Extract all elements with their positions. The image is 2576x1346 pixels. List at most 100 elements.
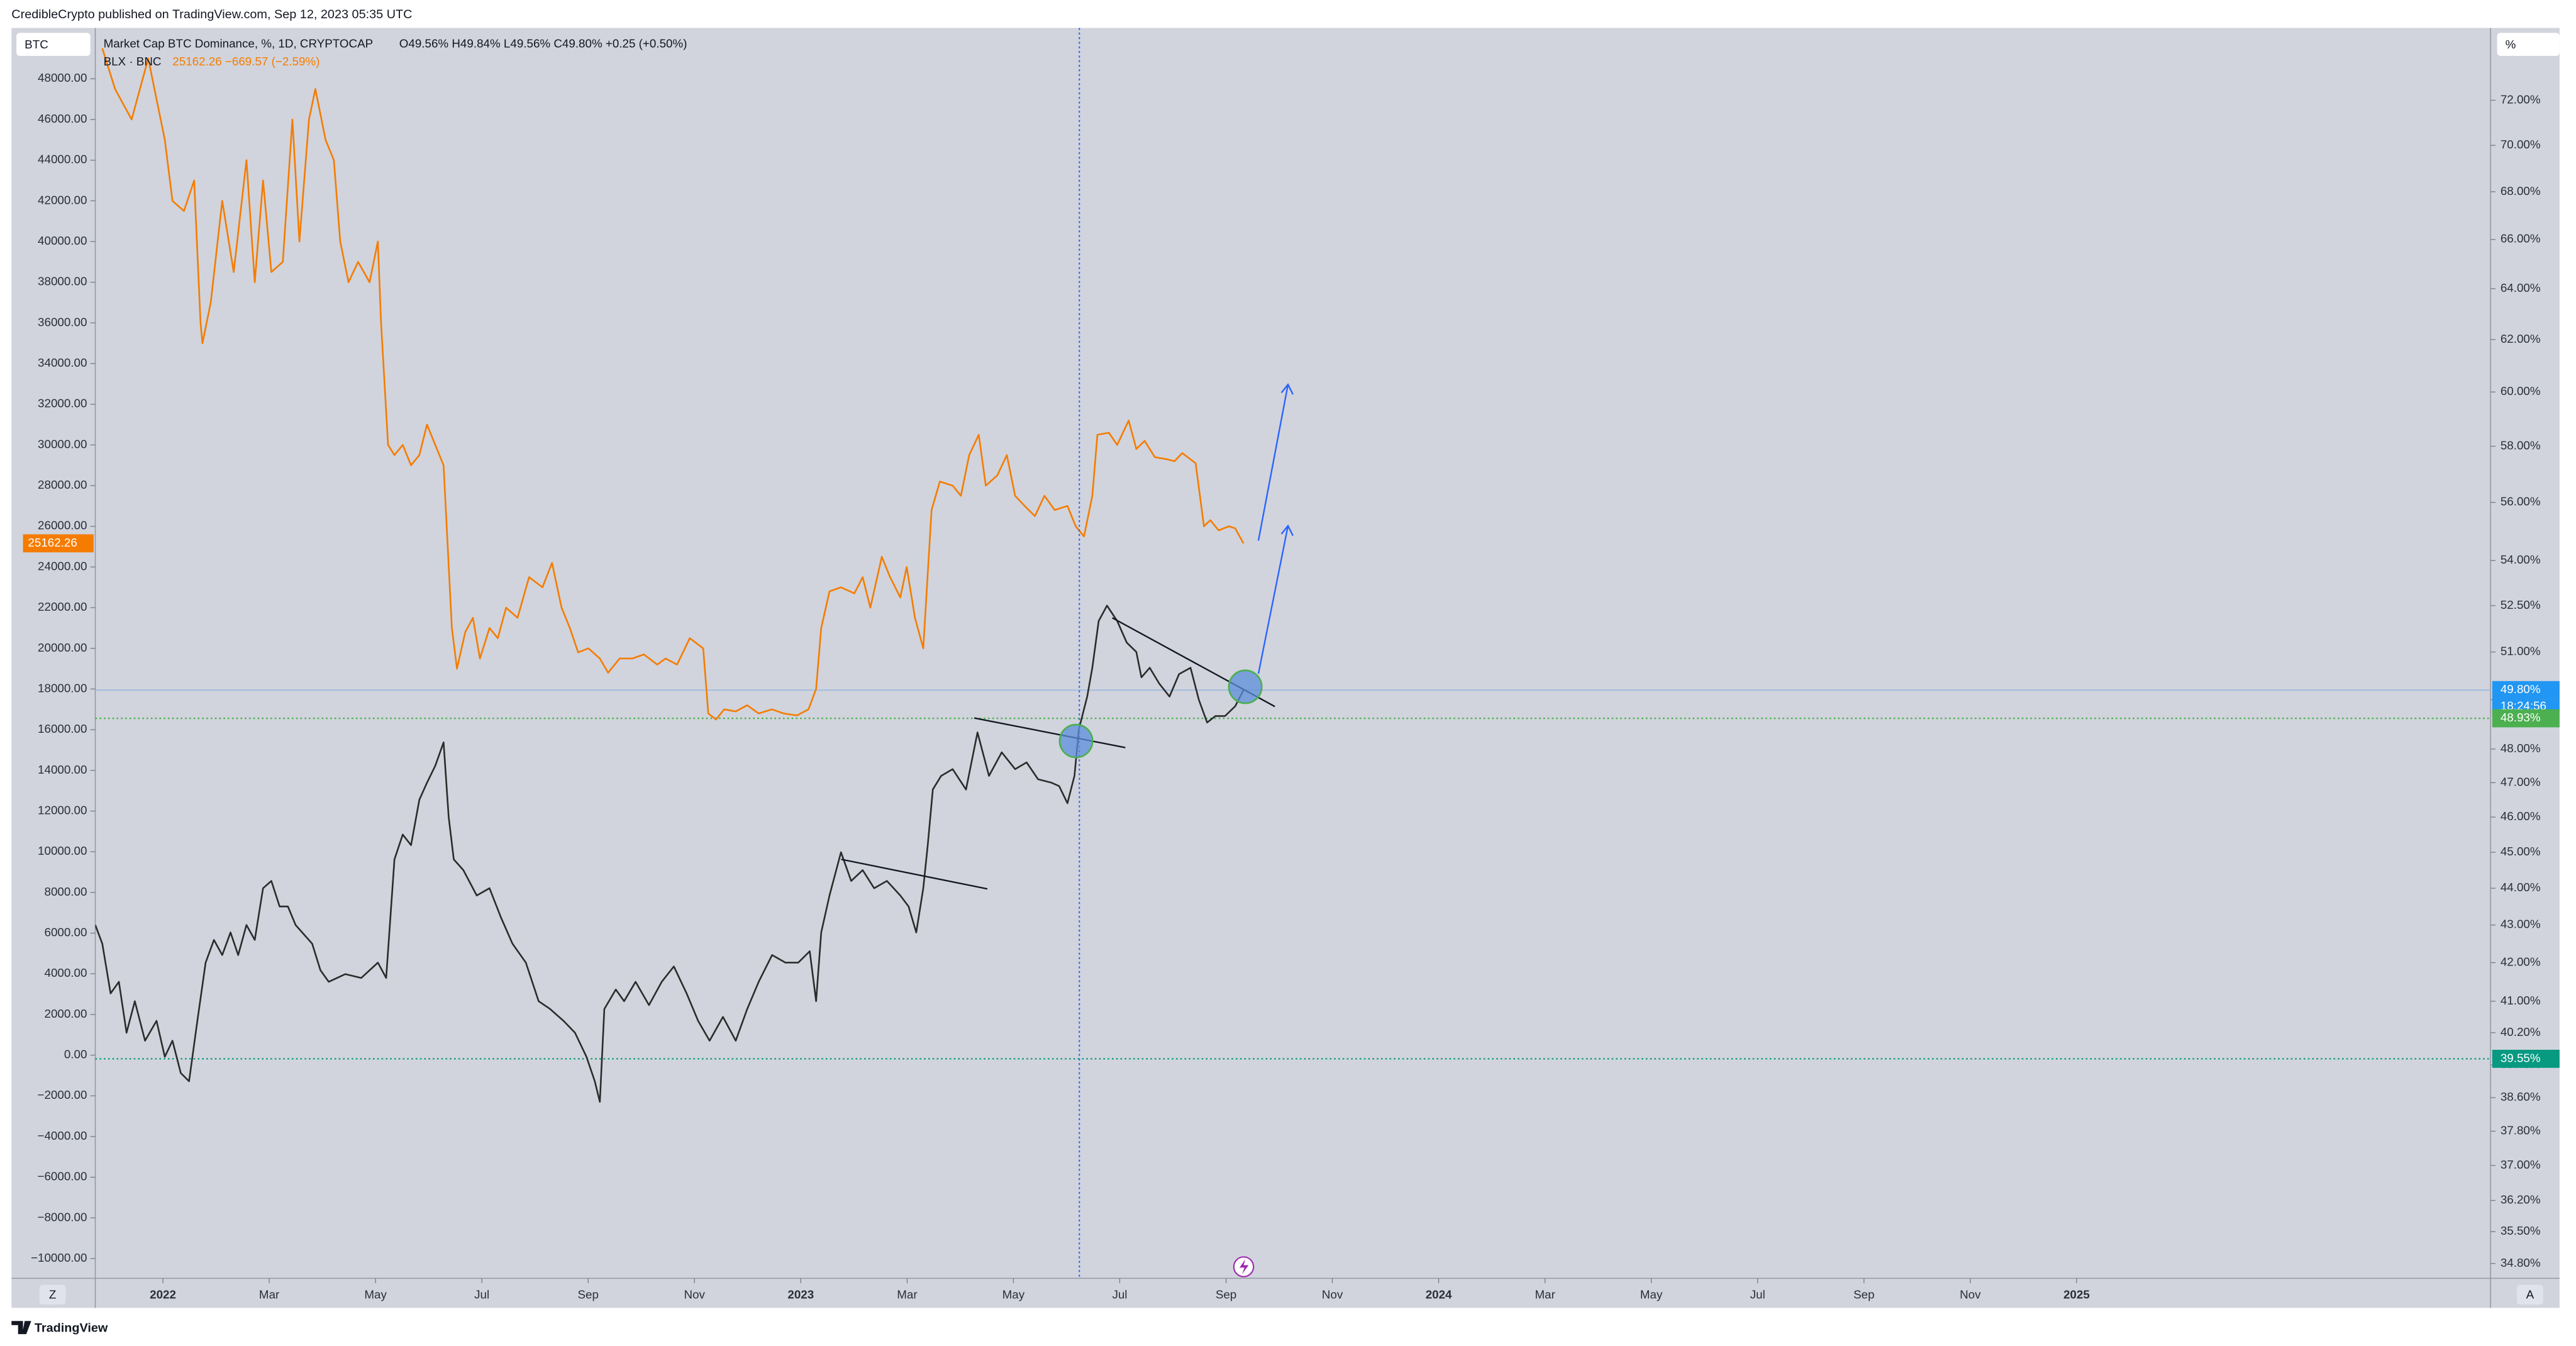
y2-tick-label: 54.00% — [2501, 553, 2541, 566]
y-tick-label: −2000.00 — [38, 1088, 87, 1101]
y-tick-label: 36000.00 — [38, 315, 87, 328]
trend-line — [841, 859, 988, 890]
scale-mode-box[interactable] — [2497, 33, 2560, 56]
y-tick-label: 10000.00 — [38, 844, 87, 857]
event-bolt — [1239, 1259, 1249, 1274]
y-tick-label: 16000.00 — [38, 722, 87, 735]
legend-values: O49.56% H49.84% L49.56% C49.80% +0.25 (+… — [399, 37, 687, 50]
scale-mode-label[interactable]: % — [2506, 38, 2516, 51]
y-tick-label: 22000.00 — [38, 600, 87, 613]
y-tick-label: 44000.00 — [38, 153, 87, 166]
y-tick-label: 20000.00 — [38, 641, 87, 654]
auto-scale-button[interactable] — [2516, 1284, 2543, 1305]
zoom-button-label[interactable]: Z — [49, 1288, 56, 1301]
y2-tick-label: 43.00% — [2501, 918, 2541, 931]
y2-tick-label: 48.00% — [2501, 742, 2541, 755]
y-tick-label: 4000.00 — [44, 966, 87, 979]
y-tick-label: 8000.00 — [44, 885, 87, 898]
y2-tick-label: 45.00% — [2501, 845, 2541, 858]
price-label-box — [23, 534, 94, 553]
y-tick-label: −10000.00 — [31, 1251, 87, 1264]
legend-series-name: BLX · BNC — [104, 55, 162, 68]
y2-tick-label: 56.00% — [2501, 495, 2541, 508]
legend-values: 25162.26 −669.57 (−2.59%) — [172, 55, 319, 68]
x-tick-label: Mar — [259, 1288, 279, 1301]
projection-arrow — [1257, 384, 1289, 541]
y-tick-label: −6000.00 — [38, 1170, 87, 1183]
y-tick-label: 6000.00 — [44, 926, 87, 939]
x-tick-label: Sep — [1216, 1288, 1236, 1301]
zoom-button[interactable] — [39, 1284, 66, 1305]
y-tick-label: 18000.00 — [38, 681, 87, 694]
x-tick-label: May — [364, 1288, 387, 1301]
trend-line — [974, 717, 1126, 748]
y2-tick-label: 68.00% — [2501, 184, 2541, 197]
y-tick-label: 24000.00 — [38, 559, 87, 572]
series-line — [101, 48, 1245, 721]
y-tick-label: 0.00 — [64, 1048, 87, 1061]
y-tick-label: 30000.00 — [38, 437, 87, 450]
y2-tick-label: 34.80% — [2501, 1256, 2541, 1269]
series-line — [95, 604, 1245, 1103]
y2-tick-label: 44.00% — [2501, 881, 2541, 894]
x-tick-label: 2022 — [150, 1288, 176, 1301]
chart-background — [11, 28, 2560, 1308]
x-tick-label: Sep — [578, 1288, 599, 1301]
price-label: 25162.26 — [28, 536, 77, 549]
breakout-circle — [1058, 723, 1094, 759]
x-tick-label: Nov — [684, 1288, 706, 1301]
brand-logo — [11, 1321, 31, 1335]
x-tick-label: Nov — [1960, 1288, 1981, 1301]
y2-tick-label: 70.00% — [2501, 138, 2541, 151]
price-label-box — [2492, 1050, 2560, 1068]
y2-tick-label: 37.00% — [2501, 1158, 2541, 1171]
y2-tick-label: 72.00% — [2501, 92, 2541, 106]
price-label: 39.55% — [2501, 1051, 2541, 1064]
y-tick-label: 40000.00 — [38, 234, 87, 247]
y2-tick-label: 52.50% — [2501, 598, 2541, 611]
legend: Market Cap BTC Dominance, %, 1D, CRYPTOC… — [104, 37, 687, 69]
projection-arrow — [1257, 525, 1289, 674]
x-tick-label: 2023 — [787, 1288, 814, 1301]
y-tick-label: 38000.00 — [38, 275, 87, 288]
y-tick-label: 48000.00 — [38, 71, 87, 84]
price-label-box — [2492, 709, 2560, 728]
y-tick-label: 14000.00 — [38, 763, 87, 776]
y2-tick-label: 66.00% — [2501, 232, 2541, 245]
y2-tick-label: 41.00% — [2501, 994, 2541, 1007]
symbol-box[interactable] — [16, 33, 91, 56]
y-tick-label: −8000.00 — [38, 1210, 87, 1223]
y-tick-label: 32000.00 — [38, 397, 87, 410]
x-tick-label: Mar — [1535, 1288, 1555, 1301]
y-tick-label: −4000.00 — [38, 1129, 87, 1142]
publish-header: CredibleCrypto published on TradingView.… — [11, 8, 412, 21]
y-tick-label: 12000.00 — [38, 803, 87, 816]
auto-scale-label[interactable]: A — [2526, 1288, 2534, 1301]
y-tick-label: 42000.00 — [38, 193, 87, 206]
y2-tick-label: 64.00% — [2501, 281, 2541, 294]
legend-series-name: Market Cap BTC Dominance, %, 1D, CRYPTOC… — [104, 37, 374, 50]
y2-tick-label: 51.00% — [2501, 645, 2541, 658]
y-tick-label: 46000.00 — [38, 112, 87, 125]
x-tick-label: Nov — [1322, 1288, 1343, 1301]
y2-tick-label: 42.00% — [2501, 955, 2541, 968]
y-tick-label: 26000.00 — [38, 519, 87, 532]
x-tick-label: 2024 — [1426, 1288, 1452, 1301]
y2-tick-label: 38.60% — [2501, 1090, 2541, 1103]
y2-tick-label: 36.20% — [2501, 1193, 2541, 1206]
drawings — [841, 28, 1294, 1279]
x-tick-label: May — [1640, 1288, 1663, 1301]
y-tick-label: 28000.00 — [38, 478, 87, 491]
x-tick-label: Jul — [1112, 1288, 1127, 1301]
y2-tick-label: 40.20% — [2501, 1025, 2541, 1038]
arrow-head — [1280, 524, 1294, 537]
price-label: 48.93% — [2501, 711, 2541, 724]
y2-tick-label: 35.50% — [2501, 1224, 2541, 1237]
plot-area — [95, 48, 2491, 1103]
symbol-label[interactable]: BTC — [25, 38, 48, 51]
x-tick-label: 2025 — [2063, 1288, 2090, 1301]
y2-tick-label: 47.00% — [2501, 775, 2541, 788]
price-label: 49.80% — [2501, 682, 2541, 696]
x-tick-label: Mar — [897, 1288, 917, 1301]
